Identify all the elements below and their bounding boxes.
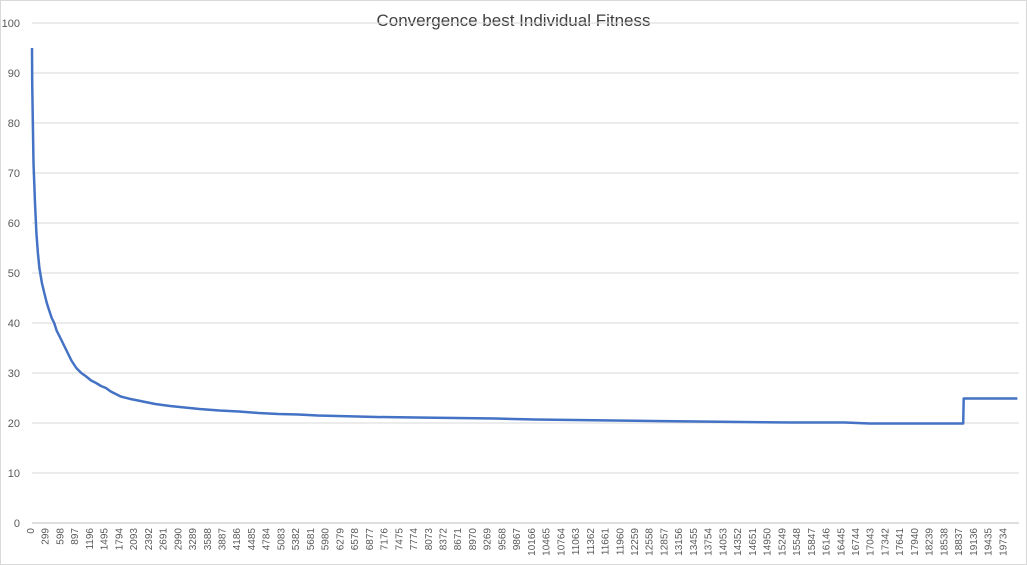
x-tick-label: 2990 — [173, 528, 184, 551]
x-tick-label: 16146 — [822, 528, 833, 556]
x-tick-label: 5980 — [321, 528, 332, 551]
x-tick-label: 19435 — [984, 528, 995, 556]
x-tick-label: 4784 — [262, 528, 273, 551]
series-line — [30, 47, 1018, 425]
x-tick-label: 17940 — [910, 528, 921, 556]
x-tick-label: 10465 — [542, 528, 553, 556]
gridlines — [32, 22, 1019, 524]
x-tick-label: 7774 — [409, 528, 420, 551]
x-tick-label: 16744 — [851, 528, 862, 556]
x-tick-label: 6877 — [365, 528, 376, 551]
x-tick-label: 5382 — [291, 528, 302, 551]
x-tick-label: 2392 — [144, 528, 155, 551]
x-tick-label: 13754 — [704, 528, 715, 556]
y-tick-label: 60 — [8, 218, 20, 230]
x-tick-label: 10166 — [527, 528, 538, 556]
x-tick-label: 897 — [70, 528, 81, 545]
y-tick-label: 0 — [14, 518, 20, 530]
y-tick-label: 30 — [8, 368, 20, 380]
x-tick-label: 3887 — [218, 528, 229, 551]
x-tick-label: 11362 — [586, 528, 597, 556]
y-axis-ticks: 0 10 20 30 40 50 60 70 80 90 100 — [2, 18, 20, 530]
x-tick-label: 18239 — [925, 528, 936, 556]
x-tick-label: 11960 — [615, 528, 626, 556]
series-layer — [30, 47, 1018, 425]
x-tick-label: 8073 — [424, 528, 435, 551]
x-tick-label: 299 — [41, 528, 52, 545]
y-tick-label: 40 — [8, 318, 20, 330]
x-tick-label: 17043 — [866, 528, 877, 556]
x-tick-label: 12558 — [645, 528, 656, 556]
x-tick-label: 19136 — [969, 528, 980, 556]
x-tick-label: 5083 — [276, 528, 287, 551]
x-tick-label: 3289 — [188, 528, 199, 551]
x-tick-label: 18538 — [939, 528, 950, 556]
x-tick-label: 1495 — [100, 528, 111, 551]
x-tick-label: 16445 — [836, 528, 847, 556]
x-tick-label: 10764 — [556, 528, 567, 556]
y-tick-label: 90 — [8, 68, 20, 80]
x-tick-label: 0 — [26, 528, 37, 534]
x-tick-label: 9867 — [512, 528, 523, 551]
x-tick-label: 13455 — [689, 528, 700, 556]
y-tick-label: 100 — [2, 18, 20, 30]
x-tick-label: 2691 — [159, 528, 170, 551]
x-tick-label: 7176 — [380, 528, 391, 551]
x-tick-label: 12857 — [659, 528, 670, 556]
y-tick-label: 10 — [8, 468, 20, 480]
x-tick-label: 12259 — [630, 528, 641, 556]
x-tick-label: 15548 — [792, 528, 803, 556]
x-tick-label: 7475 — [394, 528, 405, 551]
x-tick-label: 15249 — [777, 528, 788, 556]
x-tick-label: 4485 — [247, 528, 258, 551]
y-tick-label: 70 — [8, 168, 20, 180]
x-tick-label: 19734 — [998, 528, 1009, 556]
x-tick-label: 6578 — [350, 528, 361, 551]
x-tick-label: 9568 — [497, 528, 508, 551]
y-tick-label: 20 — [8, 418, 20, 430]
x-tick-label: 14950 — [763, 528, 774, 556]
x-tick-label: 11063 — [571, 528, 582, 556]
x-tick-label: 17641 — [895, 528, 906, 556]
x-tick-label: 14053 — [718, 528, 729, 556]
x-tick-label: 8671 — [453, 528, 464, 551]
x-tick-label: 15847 — [807, 528, 818, 556]
x-tick-label: 8372 — [438, 528, 449, 551]
x-tick-label: 4186 — [232, 528, 243, 551]
x-tick-label: 598 — [55, 528, 66, 545]
x-tick-label: 5681 — [306, 528, 317, 551]
x-tick-label: 1794 — [114, 528, 125, 551]
x-tick-label: 11661 — [601, 528, 612, 556]
x-tick-label: 18837 — [954, 528, 965, 556]
x-tick-label: 14651 — [748, 528, 759, 556]
x-tick-label: 13156 — [674, 528, 685, 556]
x-axis-ticks: 0 299 598 897 1196 1495 1794 2093 2392 2691 2990 32… — [26, 528, 1009, 556]
chart-title: Convergence best Individual Fitness — [376, 11, 651, 30]
y-tick-label: 50 — [8, 268, 20, 280]
x-tick-label: 2093 — [129, 528, 140, 551]
x-tick-label: 1196 — [85, 528, 96, 550]
x-tick-label: 14352 — [733, 528, 744, 556]
x-tick-label: 9269 — [483, 528, 494, 551]
x-tick-label: 8970 — [468, 528, 479, 551]
x-tick-label: 17342 — [880, 528, 891, 556]
x-tick-label: 6279 — [335, 528, 346, 551]
y-tick-label: 80 — [8, 118, 20, 130]
x-tick-label: 3588 — [203, 528, 214, 551]
